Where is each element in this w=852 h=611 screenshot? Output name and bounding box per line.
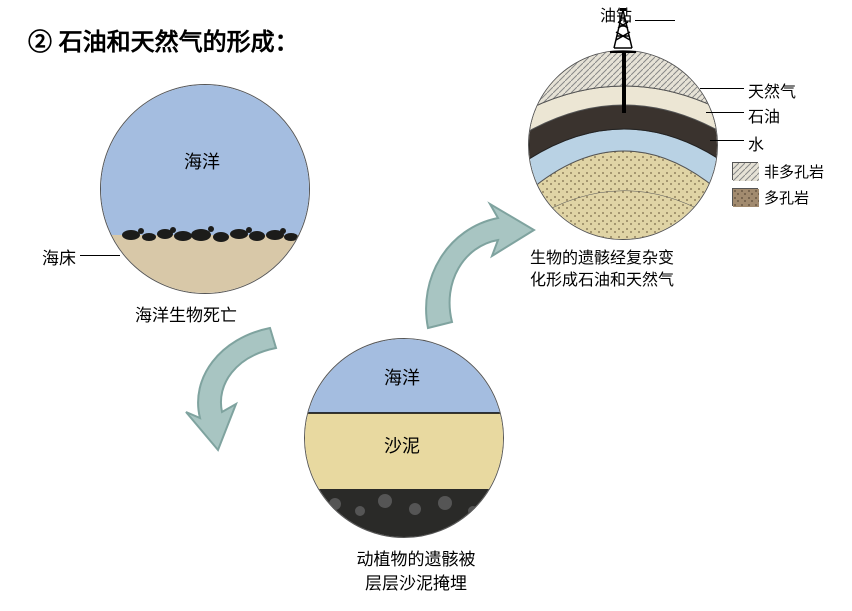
legend-nonporous-text: 非多孔岩 xyxy=(764,161,824,182)
arrow-2-to-3 xyxy=(398,188,548,348)
stage1-seabed-leader xyxy=(80,255,120,256)
legend-porous-text: 多孔岩 xyxy=(764,187,809,208)
stage3-circle xyxy=(528,50,718,240)
stage1-svg xyxy=(101,85,310,294)
stage2-caption: 动植物的遗骸被 层层沙泥掩埋 xyxy=(336,548,496,596)
stage3-caption: 生物的遗骸经复杂变 化形成石油和天然气 xyxy=(530,248,730,293)
derrick-label: 油钻 xyxy=(600,2,632,26)
gas-label: 天然气 xyxy=(748,78,796,102)
stage2-caption-l1: 动植物的遗骸被 xyxy=(357,550,476,569)
gas-leader xyxy=(700,88,744,89)
oil-leader xyxy=(706,112,744,113)
stage3-caption-l1: 生物的遗骸经复杂变 xyxy=(530,250,674,267)
water-label: 水 xyxy=(748,131,764,155)
stage1-ocean-label: 海洋 xyxy=(184,148,220,174)
stage1-circle xyxy=(100,84,310,294)
stage1-seabed-label: 海床 xyxy=(42,244,76,269)
water-leader xyxy=(710,140,744,141)
stage2-sand-label: 沙泥 xyxy=(384,432,420,458)
legend-nonporous-swatch xyxy=(732,162,758,180)
stage2-caption-l2: 层层沙泥掩埋 xyxy=(365,574,467,593)
stage3-caption-l2: 化形成石油和天然气 xyxy=(530,272,674,289)
diagram-title: ② 石油和天然气的形成： xyxy=(28,22,299,57)
oil-label: 石油 xyxy=(748,103,780,127)
arrow-1-to-2 xyxy=(170,318,320,458)
stage3-svg xyxy=(529,51,718,240)
derrick-leader xyxy=(635,20,675,21)
stage2-ocean-label: 海洋 xyxy=(384,364,420,390)
legend-porous-swatch xyxy=(732,188,758,206)
